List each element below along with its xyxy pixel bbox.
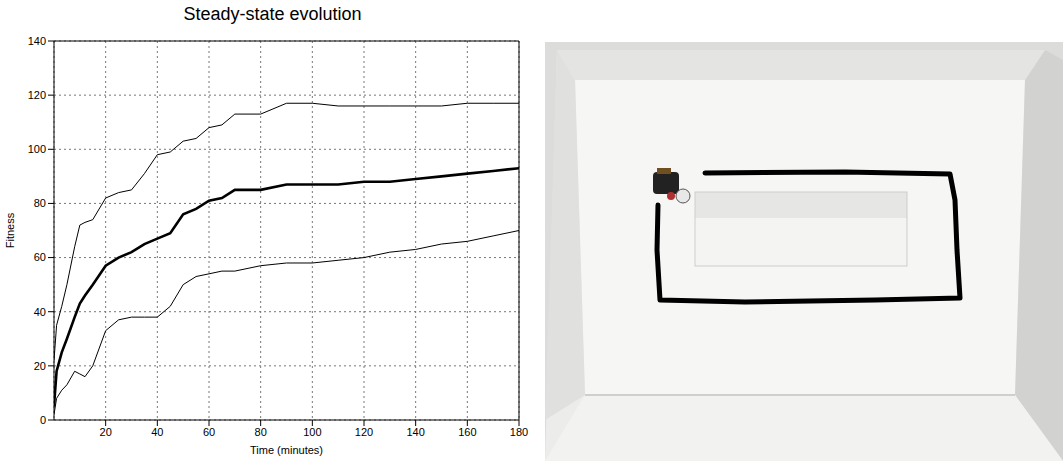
svg-text:80: 80 [255, 426, 267, 438]
svg-text:80: 80 [34, 197, 46, 209]
svg-text:40: 40 [151, 426, 163, 438]
svg-text:180: 180 [510, 426, 528, 438]
svg-text:140: 140 [406, 426, 424, 438]
svg-text:100: 100 [28, 143, 46, 155]
svg-text:60: 60 [203, 426, 215, 438]
svg-text:0: 0 [40, 414, 46, 426]
html-text:Steady-state evolution: Steady-state evolution [183, 4, 362, 24]
svg-text:Fitness: Fitness [4, 212, 16, 248]
svg-text:140: 140 [28, 35, 46, 47]
svg-text:120: 120 [28, 89, 46, 101]
svg-text:60: 60 [34, 251, 46, 263]
svg-text:160: 160 [458, 426, 476, 438]
svg-text:40: 40 [34, 306, 46, 318]
svg-text:120: 120 [355, 426, 373, 438]
svg-text:20: 20 [34, 360, 46, 372]
svg-text:100: 100 [303, 426, 321, 438]
svg-text:20: 20 [100, 426, 112, 438]
svg-text:Time (minutes): Time (minutes) [250, 444, 323, 456]
